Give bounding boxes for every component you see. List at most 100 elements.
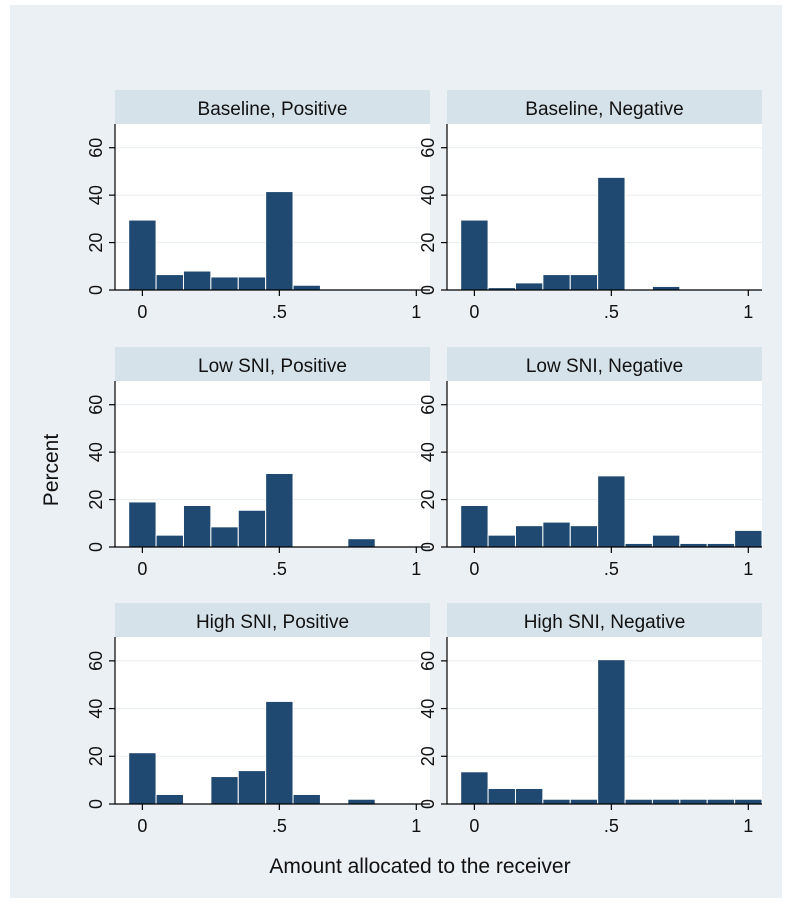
histogram-bar	[265, 700, 294, 805]
y-tick-label: 0	[418, 285, 438, 295]
histogram-bar	[514, 525, 544, 548]
y-tick-label: 20	[418, 233, 438, 253]
histogram-bar	[542, 521, 571, 548]
histogram-bar	[514, 282, 544, 291]
y-tick-label: 60	[86, 138, 106, 158]
panel-title: High SNI, Negative	[524, 612, 686, 633]
histogram-bar	[542, 798, 571, 805]
histogram-bar	[155, 534, 184, 548]
y-tick-label: 40	[86, 699, 106, 719]
histogram-bar	[597, 659, 626, 805]
y-tick-label: 0	[86, 542, 106, 552]
panel-header	[115, 90, 430, 124]
x-tick-label: .5	[272, 559, 287, 579]
x-tick-label: 0	[137, 816, 147, 836]
histogram-bar	[237, 770, 267, 805]
histogram-bar	[542, 274, 571, 291]
x-axis-title: Amount allocated to the receiver	[269, 855, 570, 878]
y-tick-label: 40	[86, 185, 106, 205]
panel-header	[115, 603, 430, 637]
y-tick-label: 0	[418, 799, 438, 809]
y-tick-label: 20	[86, 746, 106, 766]
histogram-bar	[597, 475, 626, 548]
histogram-bar	[237, 276, 267, 291]
y-tick-label: 0	[418, 542, 438, 552]
histogram-bar	[651, 798, 681, 805]
panel-title: Low SNI, Positive	[198, 356, 347, 377]
x-tick-label: .5	[604, 816, 619, 836]
y-tick-label: 60	[418, 651, 438, 671]
x-tick-label: .5	[604, 302, 619, 322]
y-tick-label: 60	[86, 651, 106, 671]
histogram-bar	[347, 798, 376, 805]
histogram-bar	[210, 776, 239, 805]
histogram-bar	[210, 276, 239, 291]
x-tick-label: 0	[469, 559, 479, 579]
panel-header	[447, 603, 762, 637]
y-tick-label: 20	[418, 490, 438, 510]
y-tick-label: 40	[86, 442, 106, 462]
x-tick-label: 1	[411, 559, 421, 579]
histogram-bar	[597, 176, 626, 291]
y-tick-label: 60	[418, 138, 438, 158]
histogram-bar	[460, 219, 489, 291]
histogram-bar	[237, 509, 267, 548]
histogram-bar	[569, 525, 599, 548]
y-tick-label: 20	[86, 233, 106, 253]
x-tick-label: .5	[272, 816, 287, 836]
histogram-bar	[265, 191, 294, 291]
histogram-bar	[347, 538, 376, 548]
y-tick-label: 60	[86, 395, 106, 415]
y-tick-label: 60	[418, 395, 438, 415]
y-tick-label: 0	[86, 285, 106, 295]
y-tick-label: 20	[418, 746, 438, 766]
y-tick-label: 0	[86, 799, 106, 809]
histogram-bar	[265, 472, 294, 548]
panel-title: Low SNI, Negative	[526, 356, 683, 377]
x-tick-label: 0	[137, 559, 147, 579]
histogram-bar	[734, 798, 763, 805]
x-tick-label: 1	[743, 816, 753, 836]
histogram-bar	[679, 798, 708, 805]
histogram-bar	[155, 274, 184, 291]
x-tick-label: 1	[743, 302, 753, 322]
histogram-bar	[460, 505, 489, 548]
histogram-bar	[460, 771, 489, 805]
histogram-bar	[128, 752, 157, 805]
panel-title: High SNI, Positive	[196, 612, 349, 633]
x-tick-label: 1	[411, 816, 421, 836]
histogram-bar	[210, 526, 239, 548]
panel-header	[447, 347, 762, 381]
histogram-bar	[706, 798, 736, 805]
histogram-bar	[487, 534, 516, 548]
y-tick-label: 20	[86, 490, 106, 510]
x-tick-label: 0	[469, 816, 479, 836]
histogram-grid-chart: Baseline, Positive 0 .5 1 0 20 40 60 Baseline, N…	[40, 90, 763, 878]
x-tick-label: 1	[411, 302, 421, 322]
histogram-bar	[128, 219, 157, 291]
panel-title: Baseline, Negative	[525, 99, 683, 120]
x-tick-label: 1	[743, 559, 753, 579]
histogram-bar	[292, 793, 321, 805]
figure-background: Baseline, Positive 0 .5 1 0 20 40 60 Baseline, N…	[10, 5, 782, 898]
panel-header	[447, 90, 762, 124]
x-tick-label: 0	[469, 302, 479, 322]
histogram-bar	[487, 787, 516, 805]
histogram-bar	[182, 505, 212, 548]
histogram-bar	[514, 787, 544, 805]
panel-header	[115, 347, 430, 381]
y-axis-title: Percent	[40, 434, 63, 507]
histogram-bar	[292, 284, 321, 291]
histogram-bar	[569, 274, 599, 291]
x-tick-label: .5	[272, 302, 287, 322]
histogram-bar	[569, 798, 599, 805]
y-tick-label: 40	[418, 699, 438, 719]
histogram-bar	[155, 793, 184, 805]
histogram-bar	[734, 529, 763, 548]
y-tick-label: 40	[418, 442, 438, 462]
x-tick-label: .5	[604, 559, 619, 579]
histogram-bar	[651, 534, 681, 548]
histogram-bar	[128, 501, 157, 548]
panel-title: Baseline, Positive	[198, 99, 348, 120]
histogram-bar	[182, 270, 212, 291]
